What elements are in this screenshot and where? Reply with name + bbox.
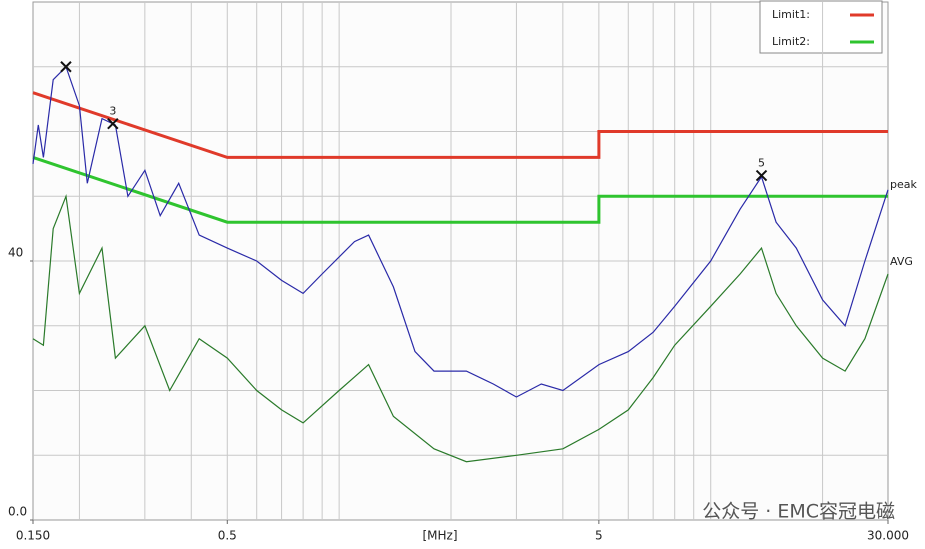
x-tick-label: 5 (595, 529, 603, 543)
marker-label: 5 (758, 157, 765, 170)
legend-label: Limit2: (772, 35, 810, 48)
marker (755, 169, 768, 182)
legend-box (759, 0, 883, 54)
marker (107, 118, 119, 130)
series-line (32, 65, 889, 398)
series-label: peak (890, 178, 917, 191)
marker-label: 3 (109, 105, 116, 118)
watermark: 公众号 · EMC容冠电磁 (702, 501, 895, 523)
y-tick-label: 0.0 (8, 505, 27, 519)
x-axis-label: [MHz] (422, 529, 457, 543)
marker (60, 61, 72, 73)
x-tick-label: 0.150 (16, 529, 50, 543)
x-tick-label: 0.5 (218, 529, 237, 543)
series-line (32, 193, 889, 463)
series-line (32, 155, 888, 224)
y-tick-label: 40 (8, 246, 23, 260)
x-tick-label: 30.000 (867, 529, 909, 543)
series-line (32, 91, 888, 159)
series-label: AVG (890, 255, 913, 268)
legend-label: Limit1: (772, 8, 810, 21)
